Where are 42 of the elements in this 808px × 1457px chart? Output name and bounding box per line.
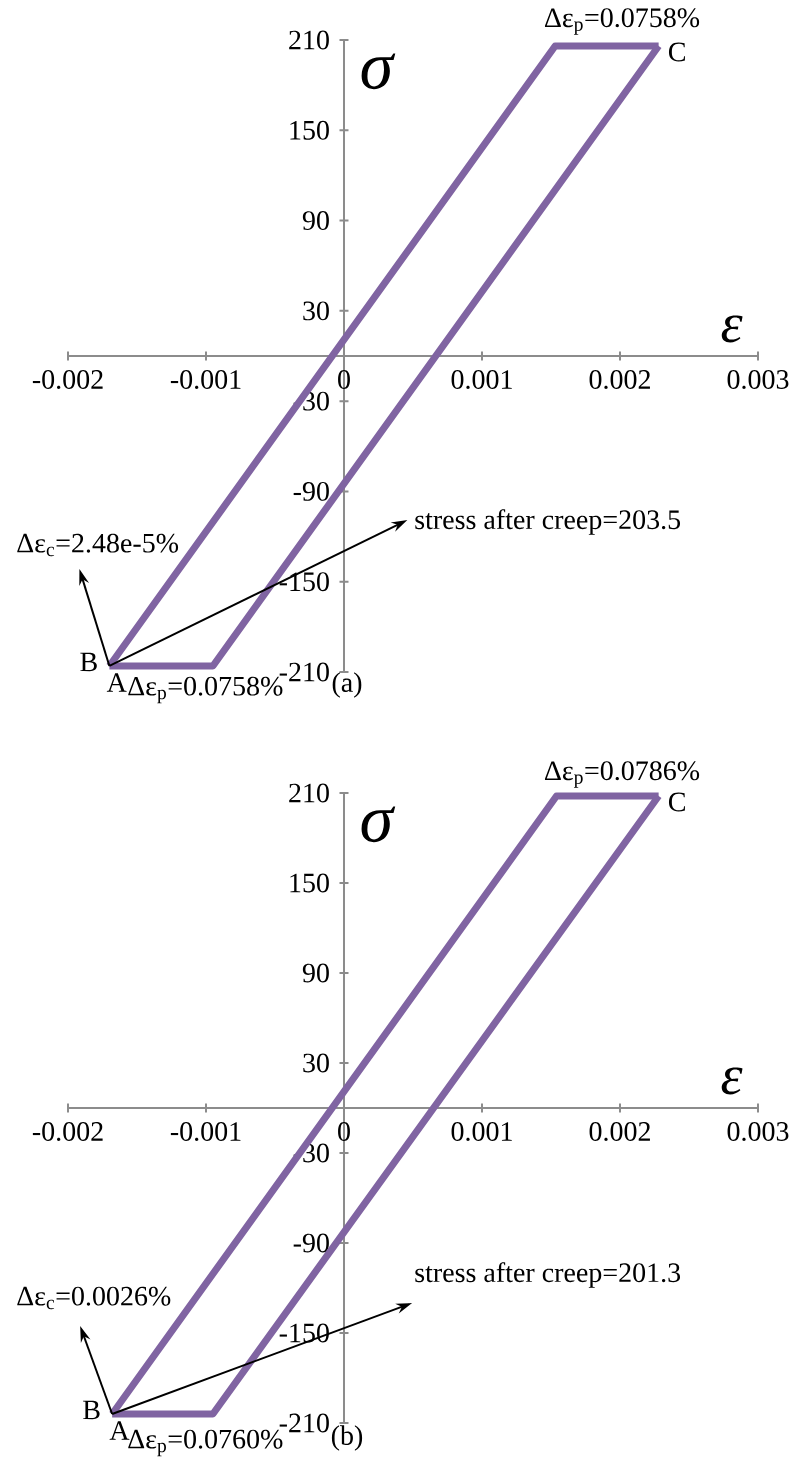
annotation: A xyxy=(109,1421,130,1440)
x-tick-label: 0.003 xyxy=(727,1122,789,1142)
x-tick-label: -0.002 xyxy=(32,1122,103,1142)
y-axis-title: σ xyxy=(361,806,396,843)
x-tick-label: 0.002 xyxy=(589,1122,650,1142)
annotation: Δε$_{c}$=0.0026% xyxy=(17,1286,171,1310)
text: Δε$_{p}$=0.0786% xyxy=(544,761,700,788)
y-tick-label: 150 xyxy=(290,120,329,140)
x-tick-label: 0.001 xyxy=(451,1122,512,1142)
annotation: stress after creep=203.5 xyxy=(415,509,681,535)
y-tick-label: 90 xyxy=(302,211,329,231)
y-tick-label: 30 xyxy=(303,301,329,321)
y-tick-label: -90 xyxy=(293,481,329,501)
x-axis-title: ε xyxy=(721,1067,743,1095)
y-tick-label: 90 xyxy=(302,963,329,983)
x-tick-label: -0.002 xyxy=(32,370,103,390)
y-tick-label: -90 xyxy=(293,1233,329,1253)
y-axis-title: σ xyxy=(361,53,396,90)
x-tick-label: -0.001 xyxy=(170,1122,241,1142)
x-tick-label: 0 xyxy=(338,370,350,389)
annotation: stress after creep=201.3 xyxy=(415,1262,681,1288)
y-tick-label: -150 xyxy=(279,1323,329,1343)
x-tick-label: 0.001 xyxy=(451,370,512,390)
x-tick-label: 0.002 xyxy=(589,370,650,390)
x-tick-label: -0.001 xyxy=(170,370,241,390)
annotation: C xyxy=(668,792,685,812)
annotation: B xyxy=(83,1400,100,1420)
y-tick-label: 210 xyxy=(289,30,329,50)
text: (a) xyxy=(332,672,362,698)
x-tick-label: 0 xyxy=(338,1122,350,1141)
y-tick-label: 150 xyxy=(290,873,329,893)
annotation: C xyxy=(668,42,685,62)
annotation: A xyxy=(106,673,127,692)
x-tick-label: 0.003 xyxy=(727,370,789,390)
annotation: B xyxy=(80,652,97,672)
y-tick-label: -150 xyxy=(279,572,329,592)
text: Δε$_{p}$=0.0758% xyxy=(544,8,700,35)
y-tick-label: 30 xyxy=(303,1053,329,1073)
annotation: Δε$_{c}$=2.48e-5% xyxy=(17,533,179,557)
x-axis-title: ε xyxy=(721,315,743,343)
y-tick-label: 210 xyxy=(289,783,329,803)
text: (b) xyxy=(331,1425,363,1451)
